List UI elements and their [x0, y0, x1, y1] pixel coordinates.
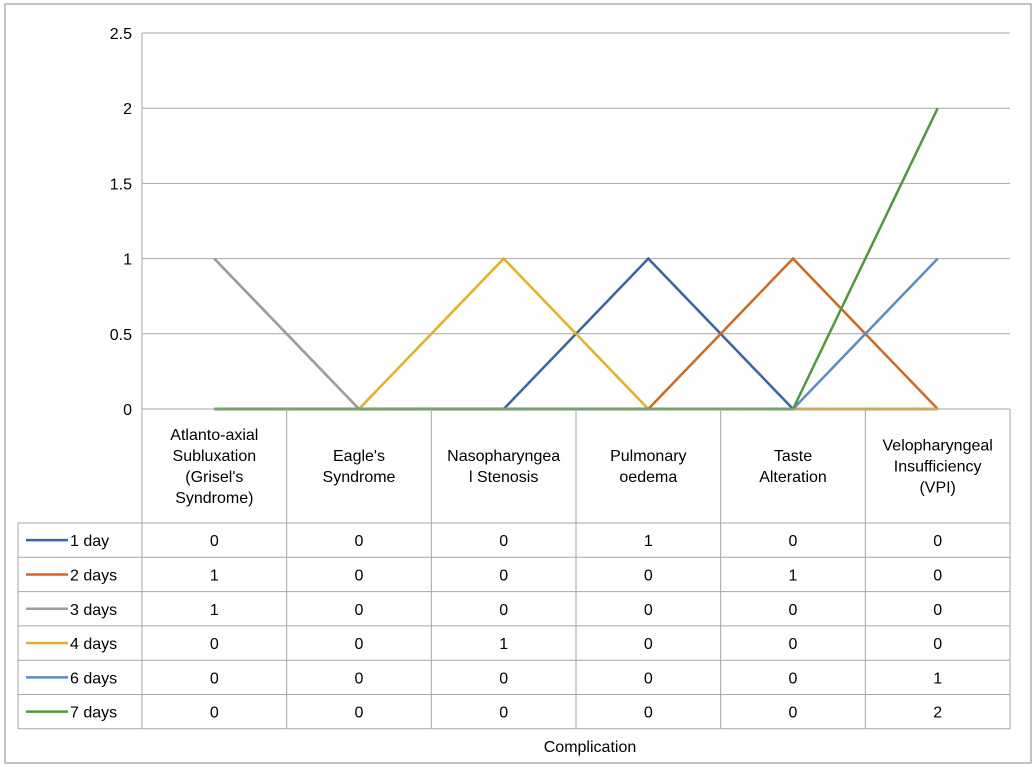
- category-label: Alteration: [759, 469, 827, 486]
- table-cell-value: 0: [789, 533, 798, 550]
- y-tick-label: 0.5: [110, 327, 132, 344]
- category-label: Nasopharyngea: [447, 448, 560, 465]
- table-cell-value: 0: [210, 670, 219, 687]
- table-cell-value: 0: [355, 705, 364, 722]
- y-axis-ticks: 0 0.5 1 1.5 2 2.5: [110, 26, 132, 419]
- category-label: Syndrome): [175, 490, 253, 507]
- category-label: l Stenosis: [469, 469, 538, 486]
- table-cell-value: 0: [933, 533, 942, 550]
- table-cell-value: 0: [644, 670, 653, 687]
- table-cell-value: 1: [210, 602, 219, 619]
- table-cell-value: 0: [210, 533, 219, 550]
- table-cell-value: 1: [933, 670, 942, 687]
- table-cell-value: 0: [789, 705, 798, 722]
- chart-frame: [4, 3, 1032, 764]
- table-cell-value: 1: [210, 567, 219, 584]
- table-cell-value: 0: [644, 636, 653, 653]
- table-cell-value: 0: [789, 670, 798, 687]
- table-cell-value: 1: [499, 636, 508, 653]
- table-cell-value: 1: [644, 533, 653, 550]
- category-label: oedema: [619, 469, 677, 486]
- y-tick-label: 1: [123, 252, 132, 269]
- table-cell-value: 0: [933, 602, 942, 619]
- legend-label: 6 days: [70, 670, 117, 687]
- x-axis-title: Complication: [544, 739, 636, 756]
- table-cell-value: 0: [789, 602, 798, 619]
- category-label: Eagle's: [333, 448, 385, 465]
- table-cell-value: 0: [933, 636, 942, 653]
- legend-label: 3 days: [70, 602, 117, 619]
- table-cell-value: 0: [933, 567, 942, 584]
- y-tick-label: 2.5: [110, 26, 132, 43]
- category-label: (Grisel's: [185, 469, 243, 486]
- y-tick-label: 1.5: [110, 176, 132, 193]
- y-tick-label: 0: [123, 402, 132, 419]
- table-cell-value: 1: [789, 567, 798, 584]
- table-cell-value: 0: [355, 602, 364, 619]
- category-label: Pulmonary: [610, 448, 686, 465]
- table-cell-value: 0: [355, 670, 364, 687]
- table-cell-value: 0: [644, 567, 653, 584]
- y-tick-label: 2: [123, 101, 132, 118]
- table-cell-value: 0: [499, 567, 508, 584]
- table-cell-value: 0: [789, 636, 798, 653]
- table-cell-value: 0: [499, 533, 508, 550]
- table-cell-value: 0: [499, 602, 508, 619]
- category-label: Syndrome: [323, 469, 396, 486]
- table-cell-value: 0: [355, 636, 364, 653]
- table-cell-value: 0: [355, 567, 364, 584]
- table-cell-value: 0: [644, 602, 653, 619]
- legend-label: 1 day: [70, 533, 109, 550]
- table-cell-value: 0: [499, 670, 508, 687]
- category-label: Subluxation: [173, 448, 257, 465]
- table-cell-value: 0: [210, 705, 219, 722]
- data-table: Atlanto-axial Subluxation (Grisel's Syndrom…: [17, 408, 1011, 730]
- category-label: Taste: [774, 448, 812, 465]
- table-cell-value: 2: [933, 705, 942, 722]
- category-label: Velopharyngeal: [883, 438, 993, 455]
- legend-label: 4 days: [70, 636, 117, 653]
- table-cell-value: 0: [210, 636, 219, 653]
- table-cell-value: 0: [499, 705, 508, 722]
- category-label: Insufficiency: [894, 459, 982, 476]
- table-cell-value: 0: [355, 533, 364, 550]
- table-cell-value: 0: [644, 705, 653, 722]
- category-label: (VPI): [919, 480, 955, 497]
- legend-label: 2 days: [70, 567, 117, 584]
- category-label: Atlanto-axial: [170, 427, 258, 444]
- legend-label: 7 days: [70, 705, 117, 722]
